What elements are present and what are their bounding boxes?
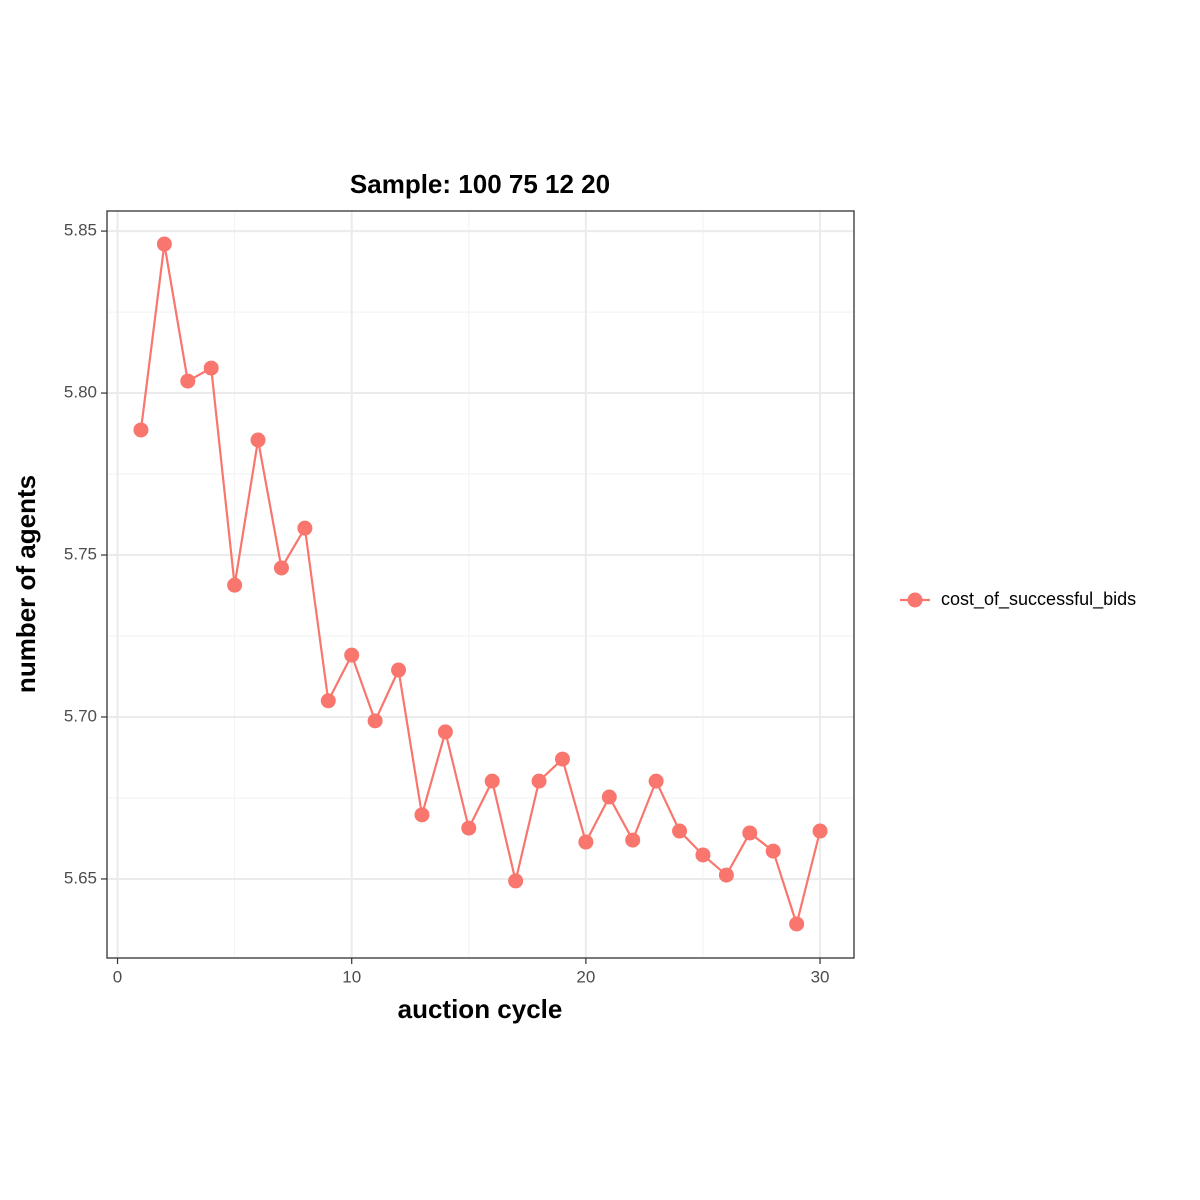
data-point <box>742 825 758 841</box>
data-point <box>461 820 477 836</box>
x-tick-label: 10 <box>342 967 361 986</box>
data-point <box>180 373 196 389</box>
data-point <box>437 724 453 740</box>
data-point <box>672 823 688 839</box>
y-tick-label: 5.75 <box>64 545 97 564</box>
data-point <box>297 520 313 536</box>
data-point <box>789 916 805 932</box>
data-point <box>601 789 617 805</box>
data-point <box>812 823 828 839</box>
series-line <box>139 243 822 928</box>
x-tick-label: 20 <box>576 967 595 986</box>
data-point <box>203 360 219 376</box>
data-point <box>531 773 547 789</box>
data-point <box>508 873 524 889</box>
x-tick-label: 30 <box>811 967 830 986</box>
data-point <box>484 773 500 789</box>
x-tick-label: 0 <box>113 967 122 986</box>
data-point <box>250 432 266 448</box>
y-tick-label: 5.85 <box>64 221 97 240</box>
data-point <box>133 422 149 438</box>
legend-key-point <box>907 592 923 608</box>
data-point <box>156 236 172 252</box>
data-point <box>414 807 430 823</box>
y-tick-label: 5.80 <box>64 383 97 402</box>
data-point <box>391 662 407 678</box>
data-point <box>273 560 289 576</box>
y-axis-title: number of agents <box>11 475 41 693</box>
y-tick-label: 5.65 <box>64 868 97 887</box>
data-point <box>695 847 711 863</box>
data-point <box>320 693 336 709</box>
legend-label: cost_of_successful_bids <box>941 589 1136 610</box>
data-point <box>344 647 360 663</box>
data-point <box>648 773 664 789</box>
data-point <box>227 577 243 593</box>
data-point <box>554 751 570 767</box>
chart-title: Sample: 100 75 12 20 <box>350 169 610 199</box>
plot-border <box>106 210 855 959</box>
data-point <box>718 867 734 883</box>
data-point <box>367 713 383 729</box>
data-point <box>625 832 641 848</box>
y-tick-label: 5.70 <box>64 706 97 725</box>
x-axis-title: auction cycle <box>398 994 563 1024</box>
data-point <box>578 834 594 850</box>
data-point <box>765 843 781 859</box>
